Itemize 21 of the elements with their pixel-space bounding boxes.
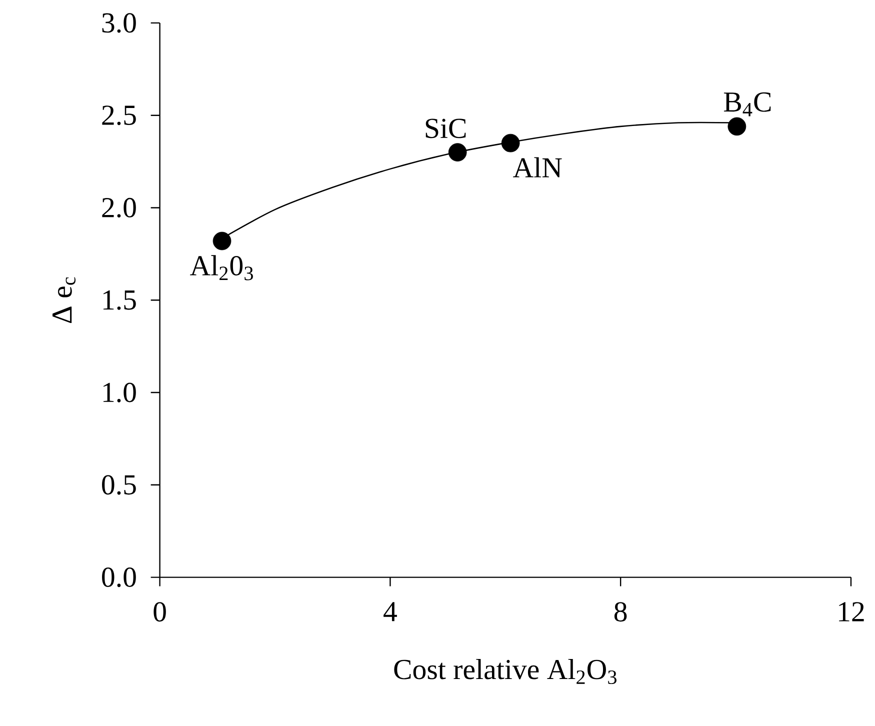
point bbox=[448, 143, 467, 162]
y-tick-label: 0.0 bbox=[102, 567, 136, 588]
x-tick-label: 4 bbox=[384, 602, 397, 622]
x-tick-label: 0 bbox=[154, 602, 166, 622]
y-tick-label: 1.5 bbox=[103, 290, 136, 310]
annotation: SiC bbox=[426, 118, 466, 138]
point bbox=[212, 232, 232, 250]
y-tick-label: 3.0 bbox=[102, 13, 136, 33]
annotation: B$_{4}$C bbox=[724, 92, 771, 116]
y-tick-label: 1.0 bbox=[103, 382, 136, 402]
y-axis-title: Δ e$_{c}$ bbox=[52, 277, 76, 324]
y-tick-label: 2.5 bbox=[102, 106, 136, 126]
x-axis-title: Cost relative Al$_{2}$O$_{3}$ bbox=[394, 658, 616, 684]
x-tick-label: 8 bbox=[614, 602, 627, 622]
x-tick-label: 12 bbox=[839, 602, 864, 622]
annotation: AlN bbox=[513, 157, 562, 178]
annotation: Al$_{2}$0$_{3}$ bbox=[190, 255, 253, 280]
y-tick-label: 2.0 bbox=[102, 198, 136, 218]
y-tick-label: 0.5 bbox=[102, 475, 136, 495]
point bbox=[501, 134, 520, 152]
point bbox=[728, 117, 746, 136]
